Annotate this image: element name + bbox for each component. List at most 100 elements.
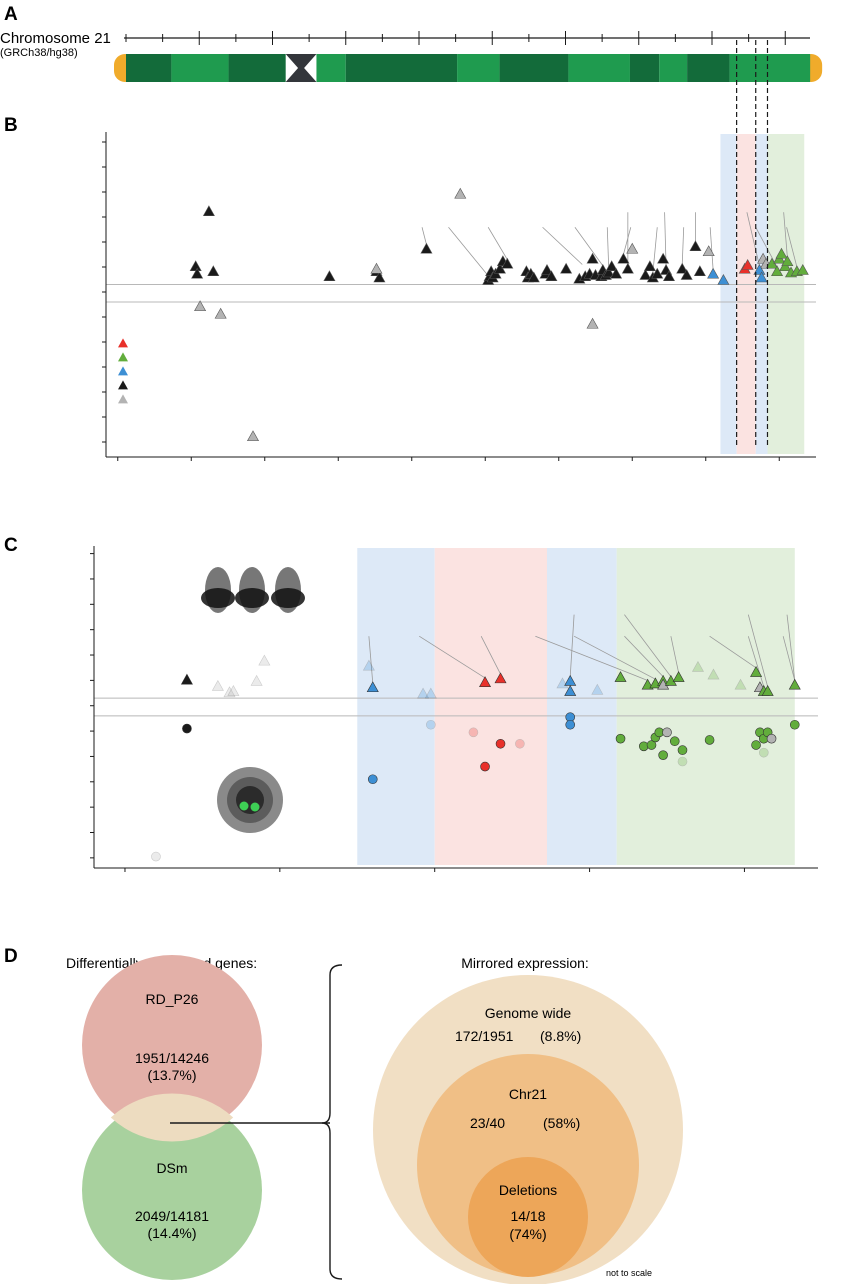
chromosome-shape xyxy=(271,588,305,608)
data-point-not-protein-coding xyxy=(626,242,639,254)
data-point-circle xyxy=(480,761,490,772)
region-band xyxy=(616,548,795,865)
data-point-circle xyxy=(751,740,761,750)
data-point-triangle xyxy=(227,685,240,696)
data-point-circle xyxy=(426,719,436,730)
data-point-sv-proximity xyxy=(717,273,730,285)
data-point-not-protein-coding xyxy=(214,307,227,319)
deletions-label: Deletions xyxy=(499,1182,557,1198)
data-point-triangle xyxy=(258,654,271,666)
data-point-circle xyxy=(758,747,769,758)
legend-marker xyxy=(118,366,128,376)
gene-leader-line xyxy=(746,212,760,266)
gene-leader-line xyxy=(624,614,672,677)
centromere xyxy=(285,54,317,82)
legend-marker xyxy=(118,380,128,390)
gene-leader-line xyxy=(783,212,788,258)
band xyxy=(316,54,346,82)
genome-count: 172/1951 xyxy=(455,1028,514,1044)
legend-marker xyxy=(118,338,128,348)
gene-leader-line xyxy=(755,227,778,268)
data-point-triangle xyxy=(223,686,236,698)
band xyxy=(499,54,569,82)
gene-leader-line xyxy=(709,227,714,270)
panel-c-chart xyxy=(90,546,818,872)
data-point-unaffected xyxy=(560,262,573,274)
ideogram-ruler xyxy=(124,31,810,45)
data-point-triangle xyxy=(691,660,704,672)
data-point-circle xyxy=(515,738,525,749)
data-point-triangle xyxy=(417,687,430,699)
data-point-unaffected xyxy=(621,262,634,274)
data-point-unaffected xyxy=(527,271,540,283)
panel-a-ideogram: Chromosome 21 (GRCh38/hg38) xyxy=(0,30,823,82)
chr21-percent: (58%) xyxy=(543,1115,580,1131)
data-point-unaffected xyxy=(501,257,514,269)
data-point-circle xyxy=(662,727,672,738)
data-point-triangle xyxy=(424,687,437,699)
gene-leader-line xyxy=(624,635,664,677)
region-band xyxy=(736,134,756,454)
region-band xyxy=(546,548,617,865)
legend-marker xyxy=(118,352,128,362)
data-point-triangle xyxy=(591,683,604,695)
fish-signal xyxy=(239,801,249,811)
deletions-percent: (74%) xyxy=(509,1226,546,1242)
gene-leader-line xyxy=(542,226,583,265)
panel-letter-a: A xyxy=(4,4,18,25)
data-point-circle xyxy=(468,727,479,738)
data-point-triangle xyxy=(672,671,685,682)
deletions-count: 14/18 xyxy=(510,1208,545,1224)
band xyxy=(126,54,172,82)
data-point-circle xyxy=(677,745,688,755)
legend-marker xyxy=(118,394,128,404)
brace xyxy=(321,964,343,1280)
data-point-triangle xyxy=(362,659,375,671)
gene-leader-line xyxy=(480,636,501,675)
panel-letter-b: B xyxy=(4,115,18,136)
monosomy-inset xyxy=(217,767,283,833)
genome-label: Genome wide xyxy=(485,1005,572,1021)
data-point-circle xyxy=(646,740,657,750)
trisomy-inset xyxy=(201,567,305,613)
gene-leader-line xyxy=(419,635,486,679)
panel-d-venn: Differentially expressed genes: RD_P26 1… xyxy=(66,955,683,1284)
band xyxy=(457,54,500,82)
gene-leader-line xyxy=(747,636,765,687)
band xyxy=(687,54,730,82)
gene-leader-line xyxy=(786,227,798,268)
data-point-circle xyxy=(151,851,161,862)
data-point-unaffected xyxy=(693,265,706,277)
data-point-unaffected xyxy=(689,240,702,252)
gene-leader-line xyxy=(535,635,648,681)
data-point-unaffected xyxy=(373,271,386,283)
gene-leader-line xyxy=(606,227,610,269)
gene-leader-line xyxy=(681,227,685,265)
region-band xyxy=(720,134,737,454)
data-point-unaffected xyxy=(191,267,204,279)
band xyxy=(345,54,458,82)
gene-leader-line xyxy=(569,614,575,677)
data-point-unaffected xyxy=(651,267,664,279)
region-band xyxy=(767,134,805,454)
chromosome-shape xyxy=(235,588,269,608)
panel-b-chart xyxy=(102,40,816,461)
mirrored-title: Mirrored expression: xyxy=(461,955,589,971)
data-point-sv-proximity xyxy=(753,263,766,275)
gene-leader-line xyxy=(573,635,656,680)
data-point-not-protein-coding xyxy=(702,245,715,257)
rd-circle xyxy=(82,955,262,1135)
data-point-unaffected xyxy=(639,268,652,280)
data-point-circle xyxy=(677,756,688,767)
dsm-circle xyxy=(82,1100,262,1280)
data-point-first-deletion xyxy=(741,258,754,270)
data-point-triangle xyxy=(761,685,774,696)
region-band xyxy=(357,548,435,865)
data-point-circle xyxy=(565,719,576,730)
data-point-second-deletion xyxy=(781,255,794,267)
data-point-circle xyxy=(182,723,192,734)
chr21-count: 23/40 xyxy=(470,1115,505,1131)
gene-leader-line xyxy=(670,636,680,673)
data-point-triangle xyxy=(180,673,193,685)
data-point-not-protein-coding xyxy=(586,317,599,329)
